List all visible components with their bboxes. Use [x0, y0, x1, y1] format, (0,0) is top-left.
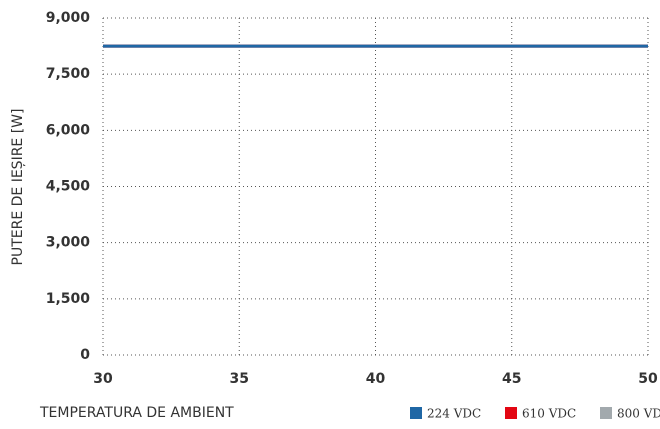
y-tick-label: 9,000 — [46, 10, 91, 26]
y-tick-label: 4,500 — [46, 179, 91, 195]
x-axis-title: TEMPERATURA DE AMBIENT — [39, 405, 234, 421]
legend-swatch — [600, 407, 612, 419]
legend-label: 800 VDC — [617, 407, 660, 421]
legend-label: 610 VDC — [522, 407, 576, 421]
y-tick-label: 7,500 — [46, 66, 91, 82]
legend-swatch — [505, 407, 517, 419]
y-tick-label: 1,500 — [46, 291, 91, 307]
legend-label: 224 VDC — [427, 407, 481, 421]
x-tick-label: 40 — [366, 371, 386, 387]
x-tick-label: 50 — [638, 371, 658, 387]
x-tick-label: 30 — [93, 371, 113, 387]
x-tick-label: 45 — [502, 371, 521, 387]
y-tick-label: 0 — [80, 347, 90, 363]
x-tick-label: 35 — [230, 371, 249, 387]
y-tick-label: 6,000 — [46, 122, 91, 138]
legend-swatch — [410, 407, 422, 419]
y-tick-label: 3,000 — [46, 235, 91, 251]
y-axis-title: PUTERE DE IEȘIRE [W] — [10, 109, 26, 266]
